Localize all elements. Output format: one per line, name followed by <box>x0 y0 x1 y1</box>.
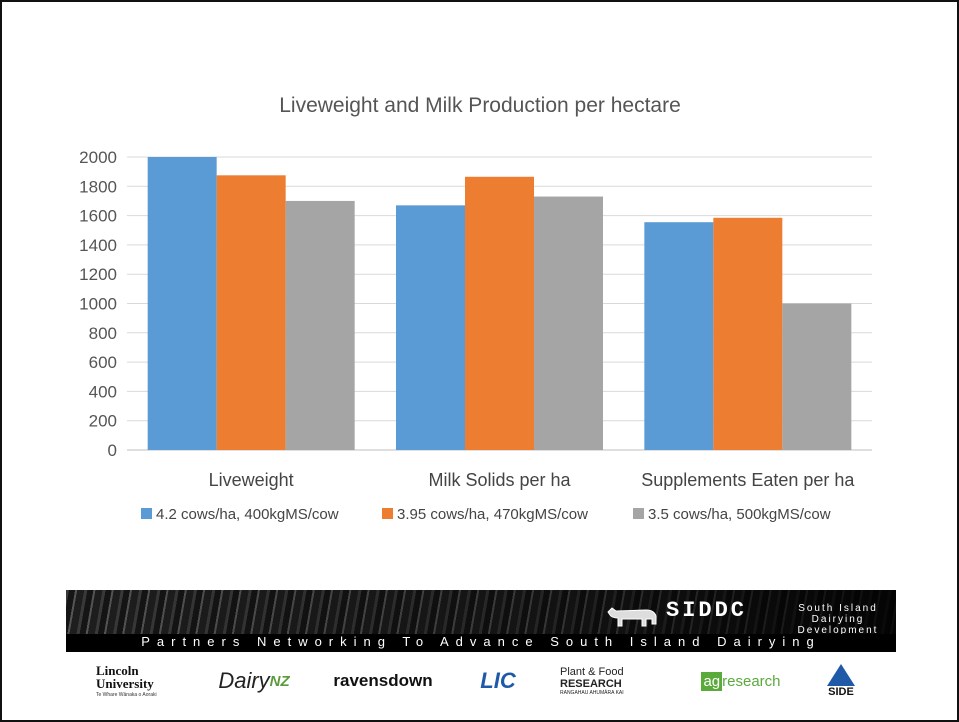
cow-icon <box>607 607 657 627</box>
y-tick-label: 400 <box>89 382 117 401</box>
y-tick-label: 1600 <box>79 207 117 226</box>
x-tick-label: Supplements Eaten per ha <box>641 470 855 490</box>
legend: 4.2 cows/ha, 400kgMS/cow 3.95 cows/ha, 47… <box>141 506 831 523</box>
y-tick-label: 1000 <box>79 295 117 314</box>
side-text: SIDE <box>828 686 854 698</box>
side-triangle-icon <box>827 664 855 686</box>
legend-label: 3.5 cows/ha, 500kgMS/cow <box>648 506 831 523</box>
side-logo: SIDE <box>816 658 866 704</box>
bar <box>644 222 714 450</box>
dairynz-main: Dairy <box>218 668 270 693</box>
y-tick-label: 1800 <box>79 177 117 196</box>
banner-tagline: Partners Networking To Advance South Isl… <box>66 634 896 650</box>
agresearch-logo: ag research <box>696 658 786 704</box>
y-axis: 0 200 400 600 800 1000 1200 1400 1600 1800 2000 <box>79 148 117 460</box>
pfr-line1: Plant & Food <box>560 665 624 678</box>
legend-label: 4.2 cows/ha, 400kgMS/cow <box>156 506 339 523</box>
bar <box>713 217 783 450</box>
bar <box>465 176 534 450</box>
bar <box>216 175 286 450</box>
plant-food-research-logo: Plant & Food RESEARCH RANGAHAU AHUMĀRA K… <box>560 658 660 704</box>
bar <box>147 157 217 450</box>
bar <box>534 196 603 450</box>
lic-logo: LIC <box>480 668 516 693</box>
dairynz-logo: Dairy NZ <box>204 658 304 704</box>
partner-logos: Lincoln University Te Whare Wānaka o Aor… <box>66 652 896 710</box>
y-tick-label: 0 <box>108 441 117 460</box>
dairynz-suffix: NZ <box>269 672 290 690</box>
y-tick-label: 2000 <box>79 148 117 167</box>
legend-label: 3.95 cows/ha, 470kgMS/cow <box>397 506 588 523</box>
bars <box>147 157 852 450</box>
bar <box>396 205 465 450</box>
bar <box>285 200 355 450</box>
lincoln-university-logo: Lincoln University Te Whare Wānaka o Aor… <box>96 658 186 704</box>
partner-banner: SIDDC South Island Dairying Development … <box>66 590 896 710</box>
y-tick-label: 800 <box>89 324 117 343</box>
bar <box>782 303 852 450</box>
y-tick-label: 600 <box>89 353 117 372</box>
pfr-line3: RANGAHAU AHUMĀRA KAI <box>560 689 624 696</box>
agresearch-ag: ag <box>701 671 723 691</box>
legend-swatch <box>633 508 644 519</box>
x-tick-label: Milk Solids per ha <box>428 470 571 490</box>
legend-swatch <box>141 508 152 519</box>
y-tick-label: 1200 <box>79 265 117 284</box>
x-tick-label: Liveweight <box>209 470 294 490</box>
chart-title: Liveweight and Milk Production per hecta… <box>279 94 681 117</box>
lincoln-name: Lincoln University <box>96 663 154 691</box>
agresearch-rest: research <box>722 672 781 690</box>
x-axis: Liveweight Milk Solids per ha Supplements … <box>209 470 856 490</box>
y-tick-label: 200 <box>89 412 117 431</box>
pfr-line2: RESEARCH <box>560 677 622 690</box>
legend-swatch <box>382 508 393 519</box>
lincoln-subtitle: Te Whare Wānaka o Aoraki <box>96 692 157 698</box>
ravensdown-logo: ravensdown <box>333 671 433 690</box>
y-tick-label: 1400 <box>79 236 117 255</box>
siddc-logo: SIDDC <box>666 598 748 623</box>
bar-chart: Liveweight and Milk Production per hecta… <box>79 94 872 523</box>
